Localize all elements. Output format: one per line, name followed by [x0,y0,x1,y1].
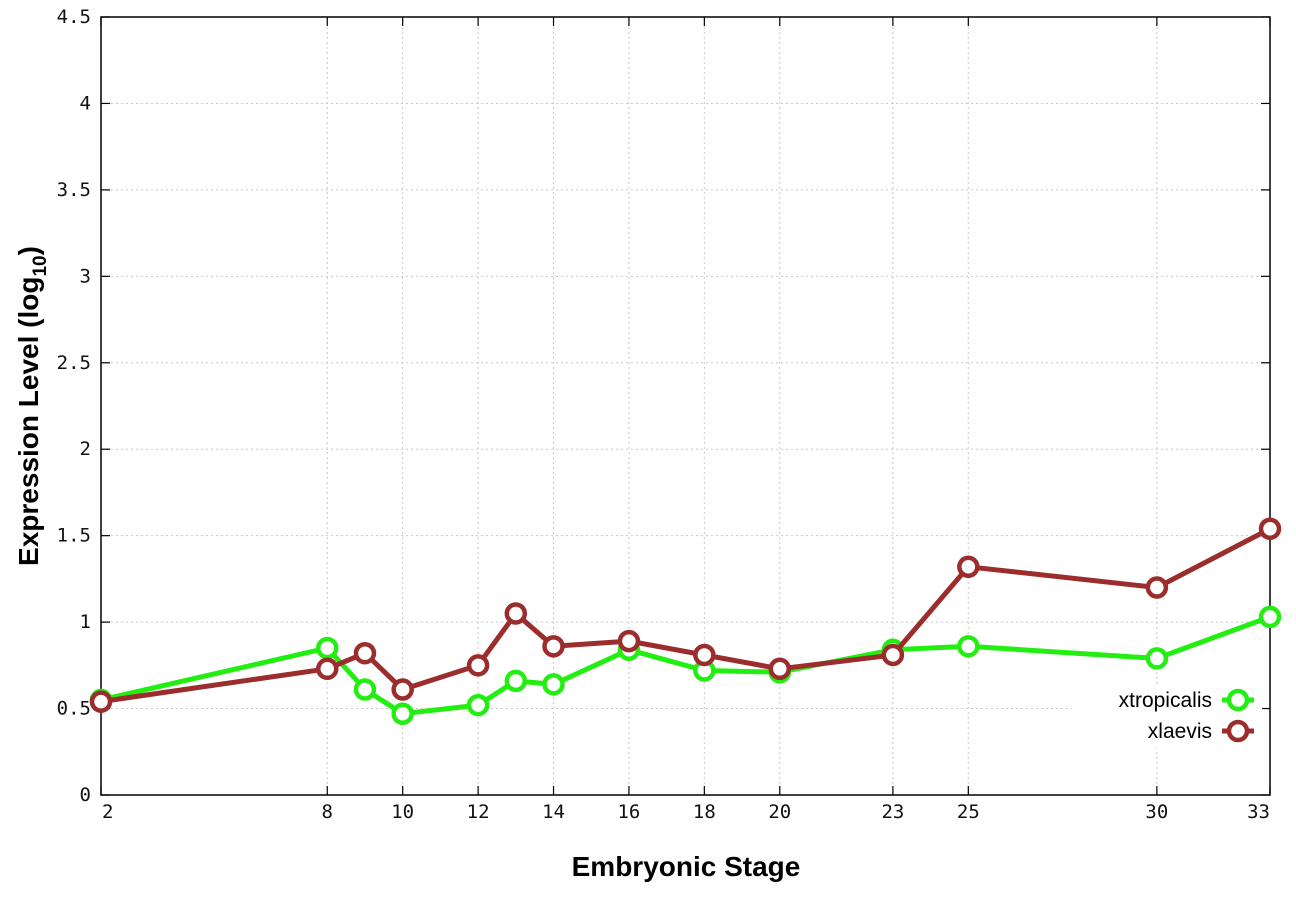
y-tick-label: 3.5 [57,179,91,201]
data-point-xlaevis [316,657,339,681]
series-layer [89,517,1282,725]
y-tick-label: 4.5 [57,6,91,28]
data-point-xlaevis [542,635,565,658]
data-point-xlaevis [1258,517,1282,541]
legend: xtropicalis xlaevis [1072,684,1262,748]
data-point-xtropicalis [391,702,414,725]
y-tick-label: 2 [80,438,91,460]
data-point-xlaevis [89,690,113,713]
legend-label-xtropicalis: xtropicalis [1119,689,1212,712]
data-point-xtropicalis [1258,605,1282,629]
data-point-xlaevis [768,657,792,681]
data-point-xlaevis [504,602,528,625]
x-tick-label: 25 [957,801,980,823]
data-point-xtropicalis [1145,647,1169,670]
x-tick-label: 2 [102,801,113,823]
data-point-xtropicalis [542,673,565,696]
y-tick-label: 1 [80,611,91,633]
x-tick-label: 10 [391,801,414,823]
y-axis-title: Expression Level (log10) [13,246,51,566]
axis-ticks: 0 0.5 1 1.5 2 2.5 3 3.5 4 4.5 2 8 10 12 14 16 18 20 23 25 30… [57,6,1271,823]
y-tick-label: 0.5 [57,698,91,720]
legend-swatch-marker-xlaevis [1226,719,1250,743]
data-point-xlaevis [353,641,377,665]
plot-frame [100,16,1271,796]
x-tick-label: 18 [693,801,716,823]
data-point-xtropicalis [957,635,980,658]
x-tick-label: 30 [1145,801,1168,823]
y-tick-label: 2.5 [57,352,91,374]
x-tick-label: 20 [768,801,791,823]
y-tick-label: 1.5 [57,525,91,547]
y-axis-title-main: Expression Level (log [13,277,44,566]
data-point-xlaevis [693,643,716,667]
data-point-xlaevis [391,678,414,701]
y-axis-title-subscript: 10 [30,255,51,276]
x-axis-title: Embryonic Stage [572,851,801,882]
y-tick-label: 0 [80,784,91,806]
x-tick-label: 16 [617,801,640,823]
x-tick-label: 33 [1247,801,1270,823]
x-tick-label: 8 [322,801,333,823]
data-point-xlaevis [1145,576,1169,599]
y-axis-title-close: ) [13,246,44,255]
data-point-xtropicalis [316,636,339,660]
data-point-xlaevis [957,555,980,579]
data-point-xlaevis [617,629,641,653]
data-point-xlaevis [881,643,905,667]
x-tick-label: 12 [467,801,490,823]
legend-label-xlaevis: xlaevis [1148,720,1212,743]
data-point-xtropicalis [466,693,490,717]
data-point-xtropicalis [504,669,528,693]
legend-swatch-marker-xtropicalis [1226,688,1250,712]
y-tick-label: 3 [80,265,91,287]
series-line-xlaevis [100,526,1272,705]
data-point-xlaevis [466,654,490,677]
y-tick-label: 4 [80,92,91,114]
x-tick-label: 23 [881,801,904,823]
series-xlaevis [89,517,1282,713]
x-tick-label: 14 [542,801,565,823]
data-point-xtropicalis [353,678,377,701]
